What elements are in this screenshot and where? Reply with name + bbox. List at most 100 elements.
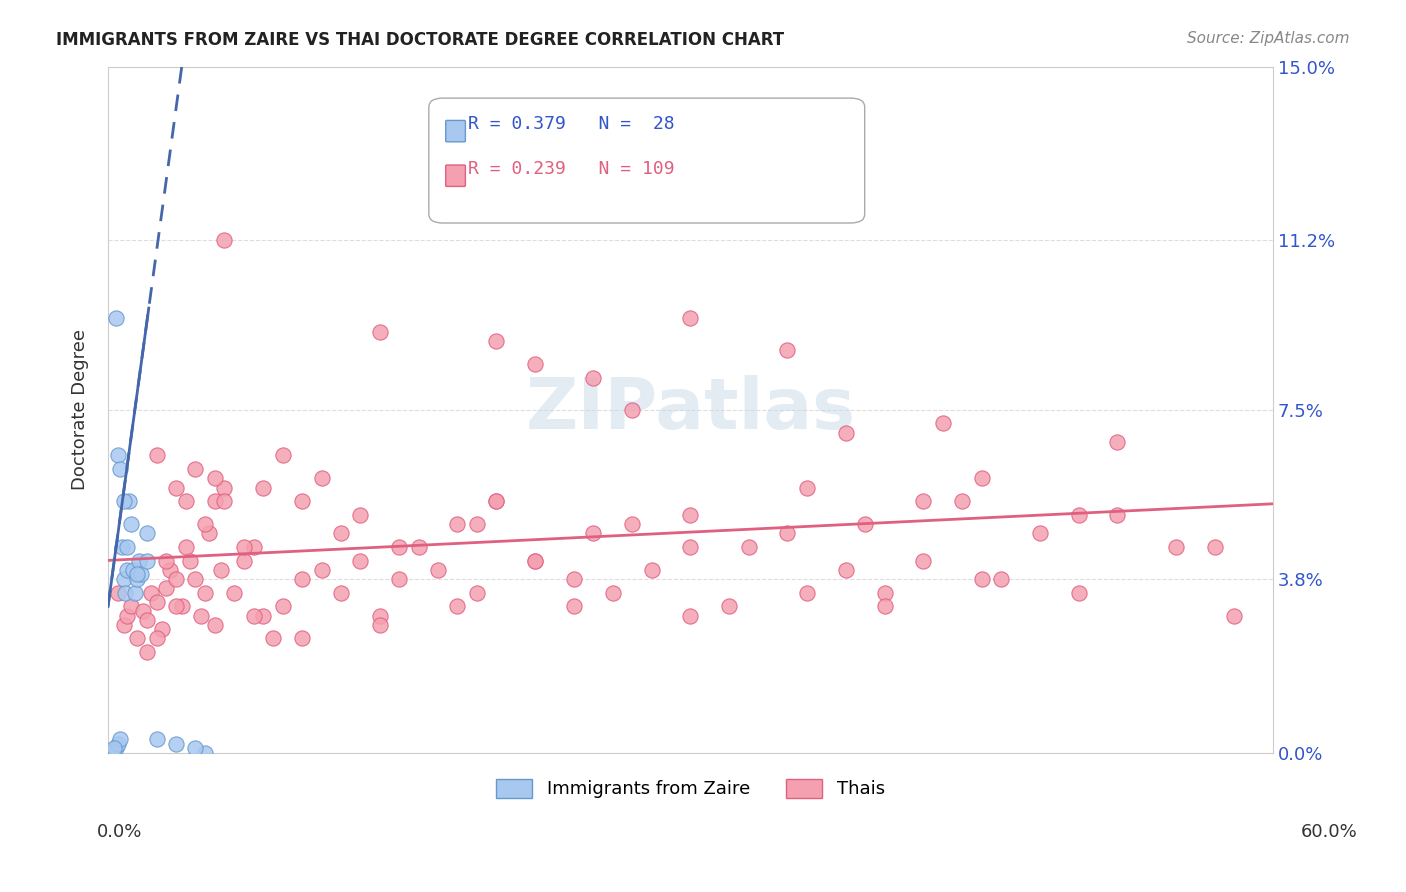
Point xyxy=(932,417,955,431)
Point xyxy=(524,554,547,568)
Point xyxy=(194,746,217,760)
Point xyxy=(145,595,167,609)
Point xyxy=(184,572,207,586)
Point xyxy=(214,494,236,508)
Point xyxy=(108,732,131,747)
Text: 0.0%: 0.0% xyxy=(97,822,142,840)
Point xyxy=(139,585,162,599)
Legend: Immigrants from Zaire, Thais: Immigrants from Zaire, Thais xyxy=(489,772,891,805)
Point xyxy=(737,540,759,554)
Point xyxy=(232,540,254,554)
Point xyxy=(117,563,139,577)
Point xyxy=(155,554,177,568)
Point xyxy=(349,554,371,568)
Text: IMMIGRANTS FROM ZAIRE VS THAI DOCTORATE DEGREE CORRELATION CHART: IMMIGRANTS FROM ZAIRE VS THAI DOCTORATE … xyxy=(56,31,785,49)
Y-axis label: Doctorate Degree: Doctorate Degree xyxy=(72,329,89,491)
Point xyxy=(562,599,585,614)
Point xyxy=(204,471,226,485)
Point xyxy=(873,585,896,599)
Point xyxy=(204,617,226,632)
Point xyxy=(120,599,142,614)
Point xyxy=(242,540,264,554)
Text: R = 0.379   N =  28: R = 0.379 N = 28 xyxy=(468,115,675,133)
Point xyxy=(679,508,702,522)
Point xyxy=(912,554,935,568)
Point xyxy=(853,517,876,532)
Point xyxy=(127,567,149,582)
Point xyxy=(524,357,547,371)
Point xyxy=(132,604,155,618)
Point xyxy=(796,481,818,495)
Point xyxy=(232,554,254,568)
Point xyxy=(970,572,993,586)
Point xyxy=(122,563,145,577)
Point xyxy=(155,581,177,595)
Point xyxy=(640,563,662,577)
Point xyxy=(120,517,142,532)
Point xyxy=(1067,585,1090,599)
Point xyxy=(679,608,702,623)
Point xyxy=(271,449,294,463)
Point xyxy=(679,540,702,554)
Point xyxy=(1107,434,1129,449)
Point xyxy=(368,608,391,623)
Point xyxy=(108,462,131,476)
Point xyxy=(582,526,605,541)
Point xyxy=(174,540,197,554)
Point xyxy=(524,554,547,568)
Point xyxy=(446,599,468,614)
Point xyxy=(485,334,508,348)
Point xyxy=(834,563,856,577)
Point xyxy=(368,325,391,339)
Point xyxy=(834,425,856,440)
Point xyxy=(446,517,468,532)
Point xyxy=(242,608,264,623)
Point xyxy=(204,494,226,508)
Point xyxy=(1204,540,1226,554)
Point xyxy=(104,311,127,326)
Point xyxy=(485,494,508,508)
Point xyxy=(1107,508,1129,522)
Point xyxy=(127,632,149,646)
Text: ZIPatlas: ZIPatlas xyxy=(526,376,855,444)
Point xyxy=(145,732,167,747)
Point xyxy=(970,471,993,485)
Point xyxy=(112,617,135,632)
Point xyxy=(349,508,371,522)
Point xyxy=(190,608,212,623)
Point xyxy=(145,449,167,463)
Point xyxy=(112,494,135,508)
Point xyxy=(198,526,221,541)
Point xyxy=(165,737,187,751)
Point xyxy=(101,746,124,760)
Point xyxy=(582,370,605,384)
Point xyxy=(368,617,391,632)
Point xyxy=(194,585,217,599)
Text: R = 0.239   N = 109: R = 0.239 N = 109 xyxy=(468,160,675,178)
Point xyxy=(209,563,232,577)
Point xyxy=(1067,508,1090,522)
Point xyxy=(117,608,139,623)
Point xyxy=(150,623,173,637)
Point xyxy=(103,741,125,756)
Point xyxy=(184,741,207,756)
Point xyxy=(621,517,644,532)
Point xyxy=(311,471,333,485)
Point xyxy=(776,343,799,358)
Point xyxy=(118,494,141,508)
Point xyxy=(179,554,201,568)
Point xyxy=(291,494,314,508)
Point xyxy=(159,563,181,577)
Point xyxy=(127,572,149,586)
Text: Source: ZipAtlas.com: Source: ZipAtlas.com xyxy=(1187,31,1350,46)
Point xyxy=(170,599,193,614)
Point xyxy=(291,632,314,646)
Point xyxy=(135,554,157,568)
Point xyxy=(950,494,973,508)
Point xyxy=(104,741,127,756)
Point xyxy=(271,599,294,614)
Point xyxy=(107,737,129,751)
Point xyxy=(214,234,236,248)
Point xyxy=(135,613,157,627)
Point xyxy=(1029,526,1052,541)
